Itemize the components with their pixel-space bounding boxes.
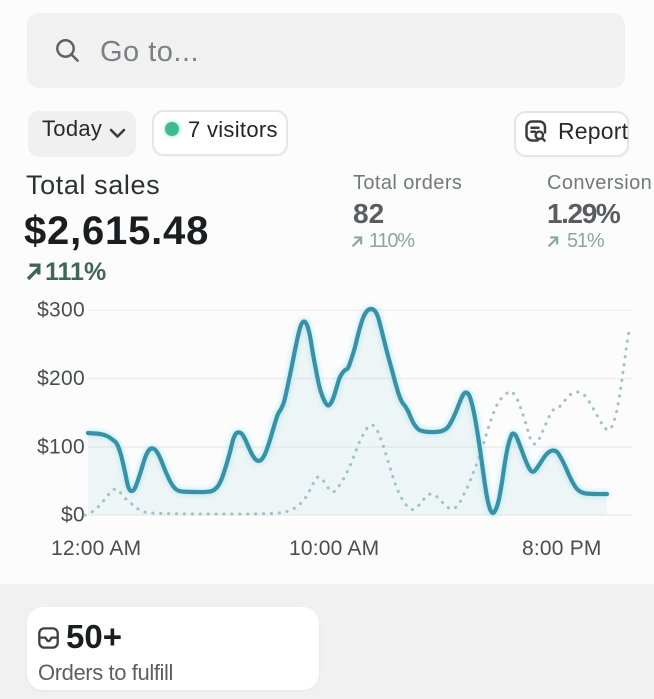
svg-text:$100: $100 — [37, 436, 85, 459]
svg-text:$300: $300 — [37, 299, 85, 322]
svg-text:$0: $0 — [61, 504, 85, 527]
svg-text:10:00 AM: 10:00 AM — [289, 537, 379, 560]
svg-text:12:00 AM: 12:00 AM — [51, 537, 141, 560]
svg-text:8:00 PM: 8:00 PM — [522, 537, 602, 560]
svg-text:$200: $200 — [37, 367, 85, 390]
